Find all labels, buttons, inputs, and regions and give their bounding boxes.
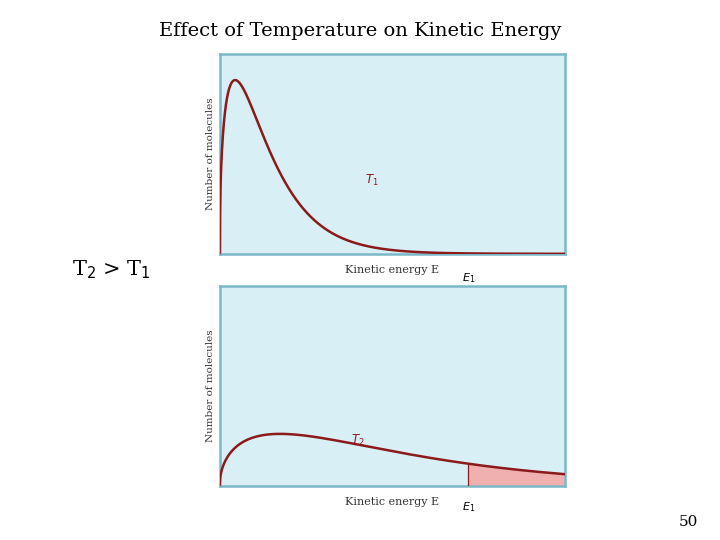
Text: $E_1$: $E_1$ <box>462 271 475 285</box>
Y-axis label: Number of molecules: Number of molecules <box>207 98 215 210</box>
Text: T$_2$ > T$_1$: T$_2$ > T$_1$ <box>72 259 150 281</box>
Text: Effect of Temperature on Kinetic Energy: Effect of Temperature on Kinetic Energy <box>159 22 561 39</box>
Text: $T_1$: $T_1$ <box>365 173 379 188</box>
Text: $T_2$: $T_2$ <box>351 434 364 449</box>
Text: 50: 50 <box>679 515 698 529</box>
Y-axis label: Number of molecules: Number of molecules <box>207 330 215 442</box>
X-axis label: Kinetic energy E: Kinetic energy E <box>346 265 439 275</box>
Text: $E_1$: $E_1$ <box>462 500 475 514</box>
X-axis label: Kinetic energy E: Kinetic energy E <box>346 497 439 507</box>
